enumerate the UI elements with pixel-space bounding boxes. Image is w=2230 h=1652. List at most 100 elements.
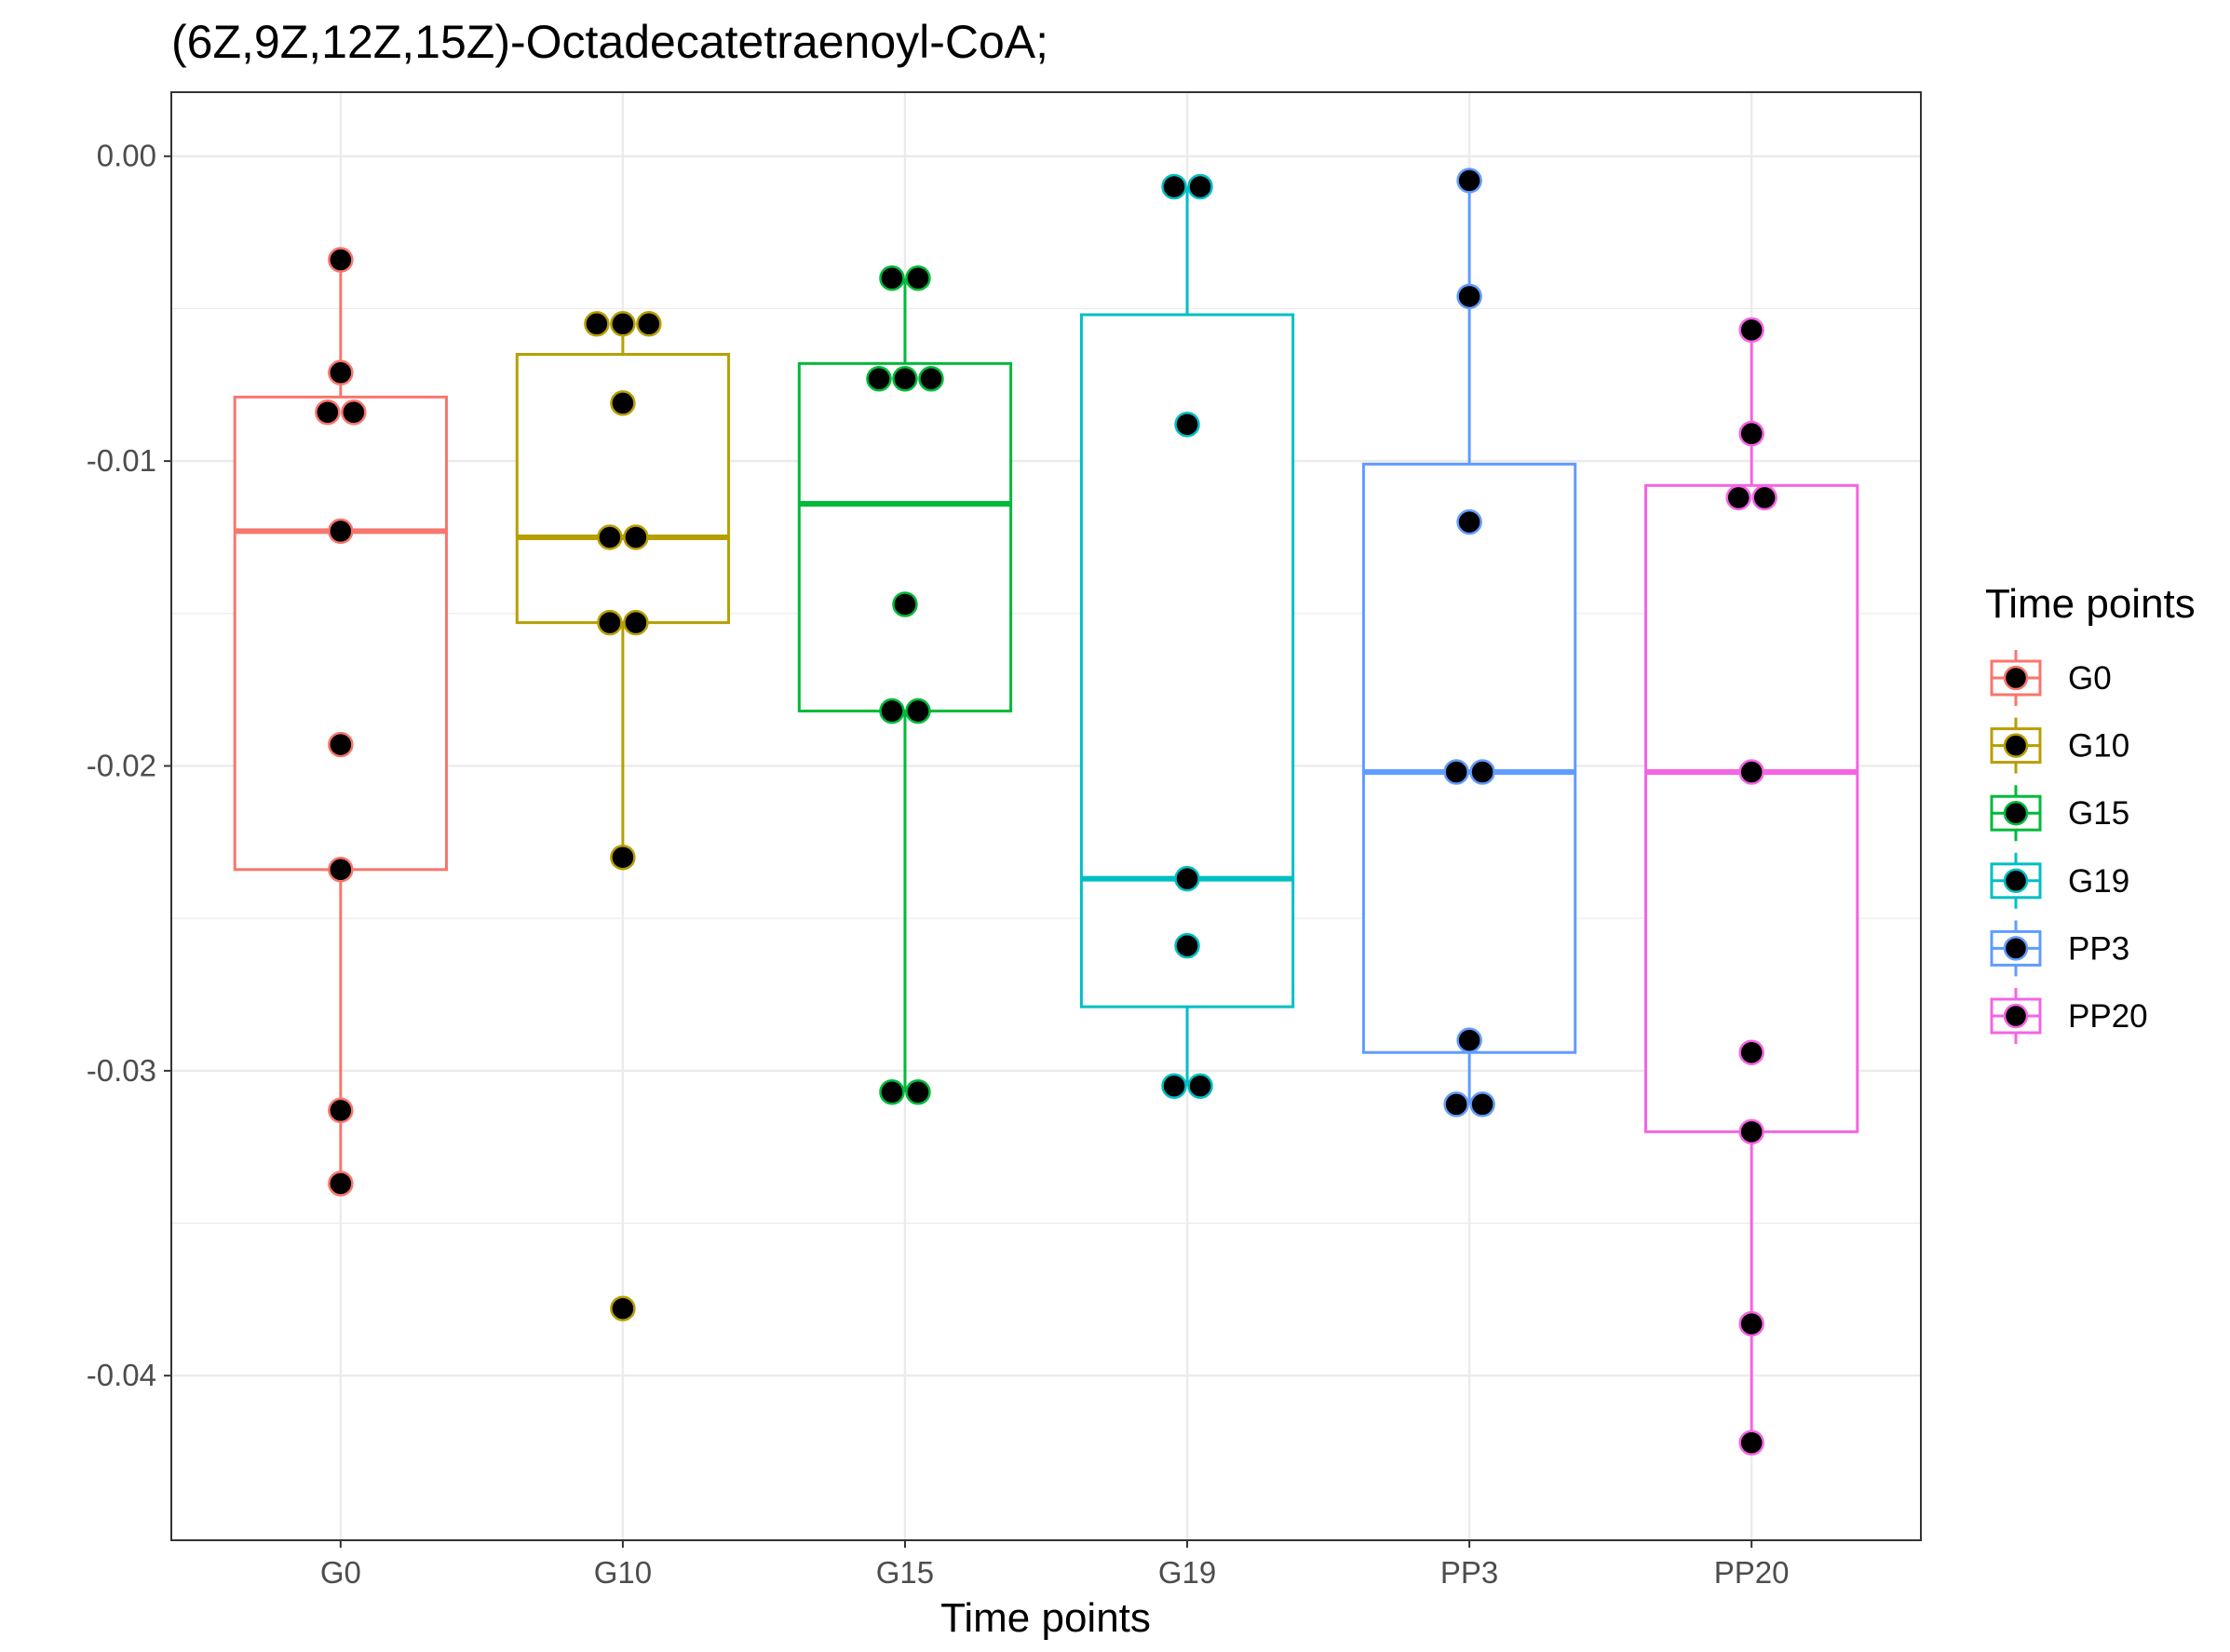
data-point-pp3 xyxy=(1443,759,1469,785)
x-tick-label: G15 xyxy=(876,1555,934,1590)
data-point-pp20 xyxy=(1751,484,1777,511)
legend-label: G10 xyxy=(2068,728,2129,765)
data-point-g19 xyxy=(1174,865,1200,892)
x-tick-label: G0 xyxy=(320,1555,361,1590)
data-point-g10 xyxy=(597,609,623,636)
data-point-g10 xyxy=(610,1295,636,1321)
data-point-g0 xyxy=(328,857,354,883)
legend-item-g10: G10 xyxy=(1990,717,2129,774)
data-point-g19 xyxy=(1187,173,1213,200)
data-point-g15 xyxy=(879,1079,905,1105)
data-point-pp20 xyxy=(1738,1039,1764,1065)
box-pp20 xyxy=(1644,330,1859,1443)
iqr-box xyxy=(233,395,448,872)
x-axis: G0 G10 G15 G19 PP3 PP20 xyxy=(320,1540,1790,1590)
data-point-pp3 xyxy=(1456,1027,1482,1053)
data-point-g0 xyxy=(328,1097,354,1124)
data-point-g15 xyxy=(866,365,892,392)
box-g0 xyxy=(233,260,448,1184)
data-point-g15 xyxy=(879,264,905,291)
y-tick-label: 0.00 xyxy=(97,139,156,173)
data-point-g19 xyxy=(1187,1073,1213,1099)
data-point-pp20 xyxy=(1738,420,1764,447)
legend-item-pp20: PP20 xyxy=(1990,988,2148,1044)
legend-item-g0: G0 xyxy=(1990,650,2112,706)
legend-item-g15: G15 xyxy=(1990,785,2129,842)
y-tick-label: -0.01 xyxy=(87,443,156,478)
data-point-pp20 xyxy=(1738,317,1764,344)
data-point-pp20 xyxy=(1725,484,1751,511)
data-point-g10 xyxy=(610,311,636,337)
data-point-g15 xyxy=(905,697,931,724)
x-tick-label: PP20 xyxy=(1714,1555,1790,1590)
data-point-g10 xyxy=(636,311,662,337)
data-point-g19 xyxy=(1161,1073,1187,1099)
legend-key-point xyxy=(2003,936,2029,961)
data-point-g19 xyxy=(1174,412,1200,438)
data-point-pp20 xyxy=(1738,1310,1764,1337)
data-point-g19 xyxy=(1174,932,1200,959)
y-tick-label: -0.02 xyxy=(87,748,156,782)
data-point-g15 xyxy=(905,264,931,291)
chart-title: (6Z,9Z,12Z,15Z)-Octadecatetraenoyl-CoA; xyxy=(171,16,1048,68)
legend-label: PP20 xyxy=(2068,998,2148,1035)
legend-title: Time points xyxy=(1985,581,2196,627)
data-point-g15 xyxy=(892,591,918,617)
iqr-box xyxy=(1361,462,1577,1054)
x-tick-label: PP3 xyxy=(1440,1555,1498,1590)
plot-border xyxy=(170,91,1922,1541)
x-tick-label: G10 xyxy=(594,1555,652,1590)
data-point-pp3 xyxy=(1456,168,1482,194)
data-point-pp3 xyxy=(1469,1091,1495,1117)
y-axis: 0.00 -0.01 -0.02 -0.03 -0.04 xyxy=(87,139,171,1392)
box-pp3 xyxy=(1361,180,1577,1104)
data-point-pp3 xyxy=(1456,283,1482,310)
data-point-g15 xyxy=(905,1079,931,1105)
data-point-g10 xyxy=(584,311,610,337)
y-tick-label: -0.03 xyxy=(87,1053,156,1088)
data-point-g10 xyxy=(623,609,649,636)
data-point-g0 xyxy=(328,247,354,273)
plot-panel xyxy=(171,92,1921,1540)
data-point-g0 xyxy=(328,359,354,386)
legend-label: PP3 xyxy=(2068,930,2129,967)
data-point-pp3 xyxy=(1443,1091,1469,1117)
data-point-g19 xyxy=(1161,173,1187,200)
box-layer xyxy=(233,180,1859,1443)
data-point-pp20 xyxy=(1738,1429,1764,1456)
legend-label: G0 xyxy=(2068,660,2112,697)
data-point-pp3 xyxy=(1469,759,1495,785)
x-tick-label: G19 xyxy=(1158,1555,1216,1590)
iqr-box xyxy=(1644,483,1859,1133)
legend-label: G15 xyxy=(2068,795,2129,832)
legend-item-g19: G19 xyxy=(1990,852,2129,909)
point-layer xyxy=(315,168,1777,1456)
data-point-pp3 xyxy=(1456,508,1482,535)
x-axis-title: Time points xyxy=(940,1595,1151,1641)
data-point-pp20 xyxy=(1738,1118,1764,1145)
legend-key-point xyxy=(2003,1003,2029,1029)
data-point-g15 xyxy=(879,697,905,724)
legend-key-point xyxy=(2003,733,2029,758)
data-point-g0 xyxy=(328,1171,354,1197)
data-point-g15 xyxy=(918,365,944,392)
data-point-pp20 xyxy=(1738,759,1764,785)
data-point-g15 xyxy=(892,365,918,392)
legend-label: G19 xyxy=(2068,863,2129,900)
legend-key-point xyxy=(2003,868,2029,894)
data-point-g0 xyxy=(328,731,354,758)
data-point-g10 xyxy=(610,390,636,416)
box-g15 xyxy=(797,278,1013,1092)
data-point-g0 xyxy=(328,518,354,545)
legend-item-pp3: PP3 xyxy=(1990,920,2129,977)
y-tick-label: -0.04 xyxy=(87,1358,156,1392)
iqr-box xyxy=(797,361,1013,713)
data-point-g0 xyxy=(315,399,341,426)
legend: Time points G0 G10 G15 G19 PP3 PP20 xyxy=(1985,581,2196,1044)
legend-key-point xyxy=(2003,800,2029,826)
data-point-g10 xyxy=(623,524,649,550)
legend-key-point xyxy=(2003,665,2029,691)
data-point-g10 xyxy=(610,844,636,871)
data-point-g10 xyxy=(597,524,623,550)
